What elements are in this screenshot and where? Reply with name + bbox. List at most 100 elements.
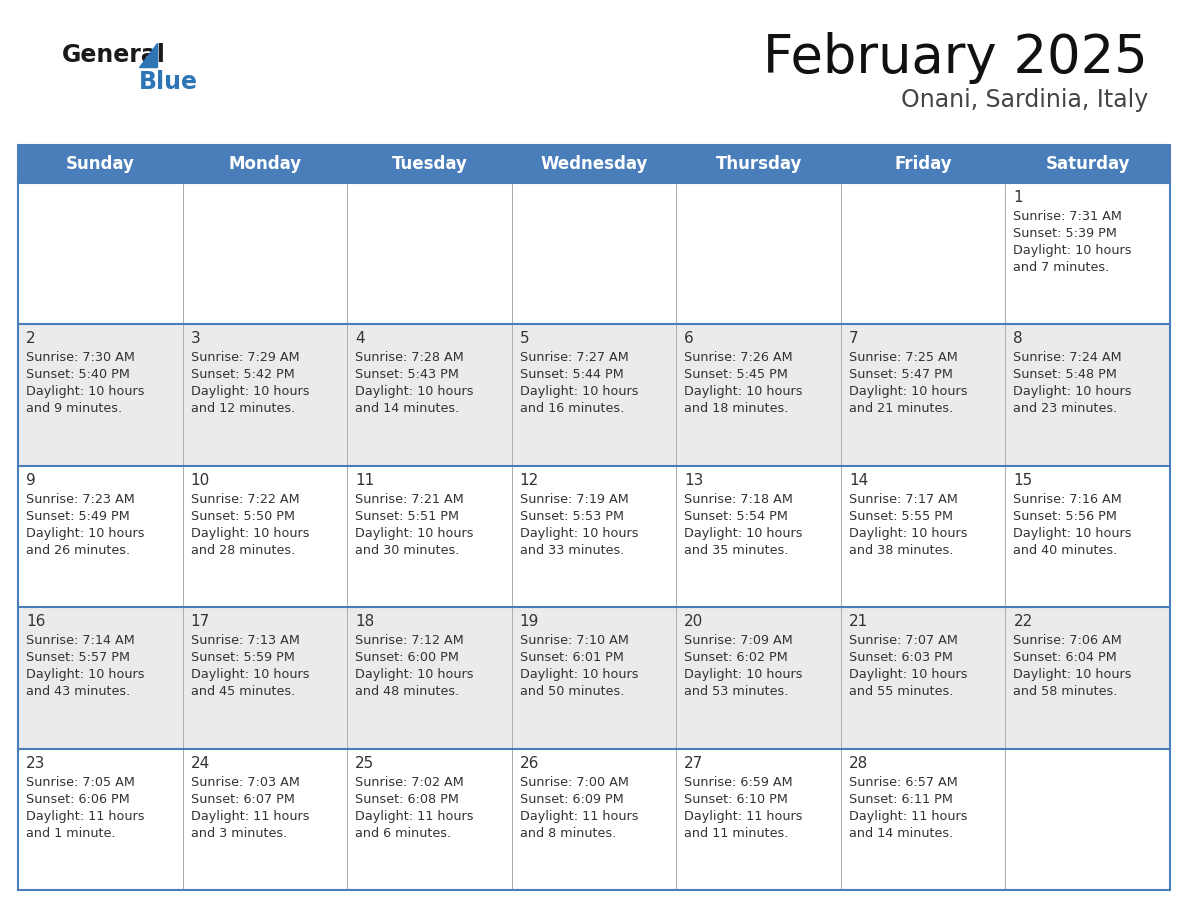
Text: 22: 22 — [1013, 614, 1032, 629]
Text: 18: 18 — [355, 614, 374, 629]
Text: 4: 4 — [355, 331, 365, 346]
Text: and 30 minutes.: and 30 minutes. — [355, 543, 460, 557]
Text: 10: 10 — [190, 473, 210, 487]
Text: and 3 minutes.: and 3 minutes. — [190, 826, 286, 840]
Text: 28: 28 — [849, 756, 868, 770]
Text: Sunrise: 7:21 AM: Sunrise: 7:21 AM — [355, 493, 463, 506]
Text: and 38 minutes.: and 38 minutes. — [849, 543, 953, 557]
Text: and 58 minutes.: and 58 minutes. — [1013, 685, 1118, 699]
Text: Sunday: Sunday — [65, 155, 134, 173]
Text: Monday: Monday — [228, 155, 302, 173]
Text: and 18 minutes.: and 18 minutes. — [684, 402, 789, 416]
Text: and 35 minutes.: and 35 minutes. — [684, 543, 789, 557]
Text: Sunrise: 7:25 AM: Sunrise: 7:25 AM — [849, 352, 958, 364]
Text: Sunset: 5:48 PM: Sunset: 5:48 PM — [1013, 368, 1117, 381]
Text: Sunset: 6:06 PM: Sunset: 6:06 PM — [26, 792, 129, 806]
Text: Sunset: 6:04 PM: Sunset: 6:04 PM — [1013, 651, 1117, 665]
Text: 2: 2 — [26, 331, 36, 346]
Text: Friday: Friday — [895, 155, 952, 173]
Text: Daylight: 11 hours: Daylight: 11 hours — [684, 810, 803, 823]
Text: and 11 minutes.: and 11 minutes. — [684, 826, 789, 840]
Text: Daylight: 11 hours: Daylight: 11 hours — [26, 810, 145, 823]
Text: 23: 23 — [26, 756, 45, 770]
Text: 12: 12 — [519, 473, 539, 487]
Text: Daylight: 10 hours: Daylight: 10 hours — [684, 668, 803, 681]
Text: and 23 minutes.: and 23 minutes. — [1013, 402, 1118, 416]
Text: Sunrise: 7:14 AM: Sunrise: 7:14 AM — [26, 634, 134, 647]
Text: Sunset: 5:45 PM: Sunset: 5:45 PM — [684, 368, 788, 381]
Text: Daylight: 11 hours: Daylight: 11 hours — [355, 810, 474, 823]
Text: 6: 6 — [684, 331, 694, 346]
Text: Sunrise: 7:22 AM: Sunrise: 7:22 AM — [190, 493, 299, 506]
Text: Wednesday: Wednesday — [541, 155, 647, 173]
Text: 14: 14 — [849, 473, 868, 487]
Text: and 14 minutes.: and 14 minutes. — [355, 402, 460, 416]
Text: 9: 9 — [26, 473, 36, 487]
Text: Sunrise: 7:30 AM: Sunrise: 7:30 AM — [26, 352, 135, 364]
Text: Sunrise: 7:02 AM: Sunrise: 7:02 AM — [355, 776, 463, 789]
Text: Sunset: 6:08 PM: Sunset: 6:08 PM — [355, 792, 459, 806]
Text: Sunset: 5:42 PM: Sunset: 5:42 PM — [190, 368, 295, 381]
Text: Sunrise: 7:17 AM: Sunrise: 7:17 AM — [849, 493, 958, 506]
Text: Sunrise: 6:57 AM: Sunrise: 6:57 AM — [849, 776, 958, 789]
Text: Sunset: 5:57 PM: Sunset: 5:57 PM — [26, 651, 129, 665]
Text: Sunset: 5:44 PM: Sunset: 5:44 PM — [519, 368, 624, 381]
Text: Sunset: 6:00 PM: Sunset: 6:00 PM — [355, 651, 459, 665]
Text: Daylight: 10 hours: Daylight: 10 hours — [26, 386, 145, 398]
Text: and 8 minutes.: and 8 minutes. — [519, 826, 615, 840]
Text: Sunrise: 7:26 AM: Sunrise: 7:26 AM — [684, 352, 792, 364]
Text: Daylight: 10 hours: Daylight: 10 hours — [190, 668, 309, 681]
Text: and 48 minutes.: and 48 minutes. — [355, 685, 460, 699]
Text: 17: 17 — [190, 614, 210, 629]
Text: Sunrise: 7:13 AM: Sunrise: 7:13 AM — [190, 634, 299, 647]
Text: and 14 minutes.: and 14 minutes. — [849, 826, 953, 840]
Bar — [18, 324, 1170, 465]
Text: Sunrise: 7:31 AM: Sunrise: 7:31 AM — [1013, 210, 1123, 223]
Text: 21: 21 — [849, 614, 868, 629]
Text: Daylight: 10 hours: Daylight: 10 hours — [684, 527, 803, 540]
Text: 8: 8 — [1013, 331, 1023, 346]
Text: Daylight: 11 hours: Daylight: 11 hours — [190, 810, 309, 823]
Text: 20: 20 — [684, 614, 703, 629]
Text: Sunset: 5:55 PM: Sunset: 5:55 PM — [849, 509, 953, 522]
Text: Sunset: 5:51 PM: Sunset: 5:51 PM — [355, 509, 459, 522]
Text: Sunset: 5:56 PM: Sunset: 5:56 PM — [1013, 509, 1117, 522]
Text: Sunrise: 7:18 AM: Sunrise: 7:18 AM — [684, 493, 794, 506]
Text: 11: 11 — [355, 473, 374, 487]
Text: Daylight: 10 hours: Daylight: 10 hours — [849, 386, 967, 398]
Text: Sunrise: 7:09 AM: Sunrise: 7:09 AM — [684, 634, 794, 647]
Text: Daylight: 11 hours: Daylight: 11 hours — [849, 810, 967, 823]
Text: Daylight: 10 hours: Daylight: 10 hours — [355, 527, 474, 540]
Text: Sunset: 6:02 PM: Sunset: 6:02 PM — [684, 651, 788, 665]
Text: Sunset: 6:10 PM: Sunset: 6:10 PM — [684, 792, 788, 806]
Text: and 26 minutes.: and 26 minutes. — [26, 543, 131, 557]
Text: Sunset: 5:50 PM: Sunset: 5:50 PM — [190, 509, 295, 522]
Text: Tuesday: Tuesday — [392, 155, 467, 173]
Text: Sunrise: 7:05 AM: Sunrise: 7:05 AM — [26, 776, 135, 789]
Text: Daylight: 10 hours: Daylight: 10 hours — [355, 668, 474, 681]
Text: and 40 minutes.: and 40 minutes. — [1013, 543, 1118, 557]
Text: Daylight: 10 hours: Daylight: 10 hours — [849, 527, 967, 540]
Text: and 6 minutes.: and 6 minutes. — [355, 826, 451, 840]
Text: Sunrise: 7:16 AM: Sunrise: 7:16 AM — [1013, 493, 1123, 506]
Text: 5: 5 — [519, 331, 530, 346]
Text: and 28 minutes.: and 28 minutes. — [190, 543, 295, 557]
Text: Daylight: 11 hours: Daylight: 11 hours — [519, 810, 638, 823]
Text: General: General — [62, 43, 166, 67]
Text: Daylight: 10 hours: Daylight: 10 hours — [519, 386, 638, 398]
Text: Sunset: 5:47 PM: Sunset: 5:47 PM — [849, 368, 953, 381]
Text: Daylight: 10 hours: Daylight: 10 hours — [519, 668, 638, 681]
Text: 16: 16 — [26, 614, 45, 629]
Text: and 1 minute.: and 1 minute. — [26, 826, 115, 840]
Text: Sunset: 6:07 PM: Sunset: 6:07 PM — [190, 792, 295, 806]
Text: Sunrise: 7:24 AM: Sunrise: 7:24 AM — [1013, 352, 1121, 364]
Text: Daylight: 10 hours: Daylight: 10 hours — [1013, 527, 1132, 540]
Text: and 9 minutes.: and 9 minutes. — [26, 402, 122, 416]
Text: and 55 minutes.: and 55 minutes. — [849, 685, 953, 699]
Text: Daylight: 10 hours: Daylight: 10 hours — [684, 386, 803, 398]
Text: and 50 minutes.: and 50 minutes. — [519, 685, 624, 699]
Text: Onani, Sardinia, Italy: Onani, Sardinia, Italy — [901, 88, 1148, 112]
Text: Sunset: 6:11 PM: Sunset: 6:11 PM — [849, 792, 953, 806]
Text: Daylight: 10 hours: Daylight: 10 hours — [849, 668, 967, 681]
Text: 3: 3 — [190, 331, 201, 346]
